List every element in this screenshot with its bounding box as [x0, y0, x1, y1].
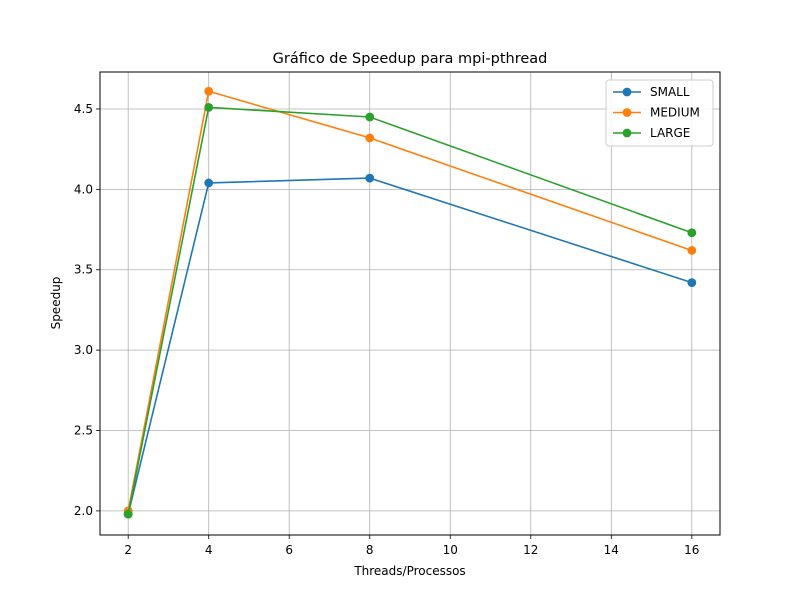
data-point-medium: [204, 86, 214, 96]
x-tick-label: 4: [205, 543, 213, 557]
legend-marker-medium: [622, 108, 632, 117]
data-point-large: [204, 102, 214, 112]
data-point-small: [204, 178, 214, 188]
series-line-medium: [127, 90, 693, 512]
x-tick-label: 16: [684, 543, 699, 557]
x-tick-label: 10: [443, 543, 458, 557]
legend-label-large: LARGE: [650, 126, 690, 140]
legend-label-medium: MEDIUM: [650, 106, 700, 120]
legend-marker-large: [622, 128, 632, 138]
grid-lines: [100, 72, 720, 535]
series-line-small: [127, 177, 693, 515]
series-medium: [123, 86, 697, 516]
legend-box: [605, 79, 714, 147]
data-point-medium: [687, 246, 697, 255]
plot-frame: [99, 71, 721, 536]
y-tick-label: 2.0: [74, 504, 93, 518]
x-tick-label: 8: [366, 543, 374, 557]
y-tick-label: 3.5: [74, 263, 93, 277]
legend-label-small: SMALL: [650, 85, 690, 99]
series-large: [123, 102, 697, 519]
y-tick-label: 3.0: [74, 343, 93, 357]
data-point-small: [687, 278, 697, 288]
y-axis-ticks: 2.0 2.5 3.0 3.5 4.0 4.5: [74, 102, 100, 518]
chart-title: Gráfico de Speedup para mpi-pthread: [273, 51, 548, 67]
x-tick-label: 12: [523, 543, 538, 557]
data-point-large: [123, 509, 133, 519]
x-tick-label: 14: [604, 543, 619, 557]
y-tick-label: 4.5: [74, 102, 93, 116]
legend: SMALL MEDIUM LARGE: [605, 79, 714, 147]
data-point-small: [365, 173, 375, 183]
x-axis-ticks: 2 4 6 8 10 12 14 16: [124, 535, 699, 557]
data-point-large: [687, 228, 697, 238]
x-tick-label: 2: [124, 543, 132, 557]
series-line-large: [127, 106, 693, 515]
y-axis-label: Speedup: [49, 277, 63, 330]
x-axis-label: Threads/Processos: [353, 564, 465, 578]
y-tick-label: 2.5: [74, 424, 93, 438]
x-tick-label: 6: [285, 543, 293, 557]
legend-marker-small: [622, 87, 632, 97]
series-layer: [123, 86, 697, 519]
data-point-medium: [365, 133, 375, 143]
data-point-large: [365, 112, 375, 122]
y-tick-label: 4.0: [74, 182, 93, 196]
